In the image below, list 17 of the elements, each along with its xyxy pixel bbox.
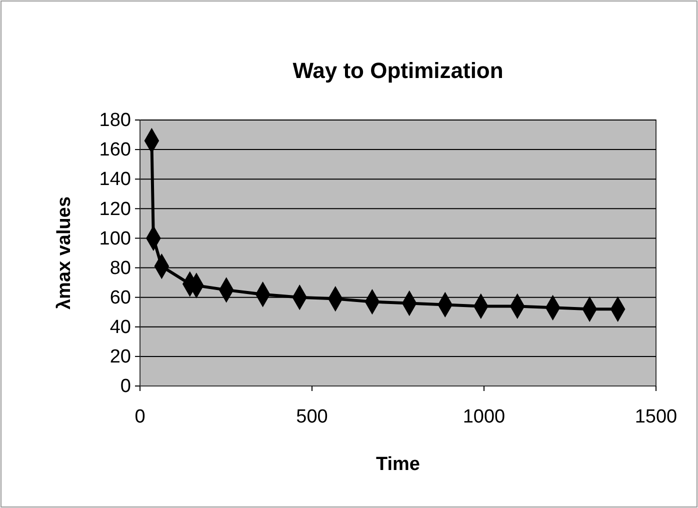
y-axis-title: λmax values [54, 196, 75, 310]
x-tick-label: 1500 [634, 406, 678, 428]
x-tick-label: 1000 [462, 406, 506, 428]
y-tick-label: 180 [99, 110, 131, 132]
x-tick-label: 500 [296, 406, 328, 428]
y-tick-label: 120 [99, 198, 131, 220]
x-axis-title: Time [376, 454, 420, 475]
y-tick-label: 0 [120, 376, 131, 398]
y-tick-label: 60 [110, 287, 131, 308]
chart-title: Way to Optimization [292, 58, 504, 83]
y-tick-label: 80 [110, 258, 131, 279]
y-tick-label: 100 [99, 228, 131, 250]
y-tick-label: 140 [99, 169, 131, 190]
y-tick-label: 20 [110, 346, 131, 368]
y-tick-label: 40 [110, 316, 131, 338]
x-tick-label: 0 [134, 406, 146, 428]
y-tick-label: 160 [99, 140, 131, 161]
